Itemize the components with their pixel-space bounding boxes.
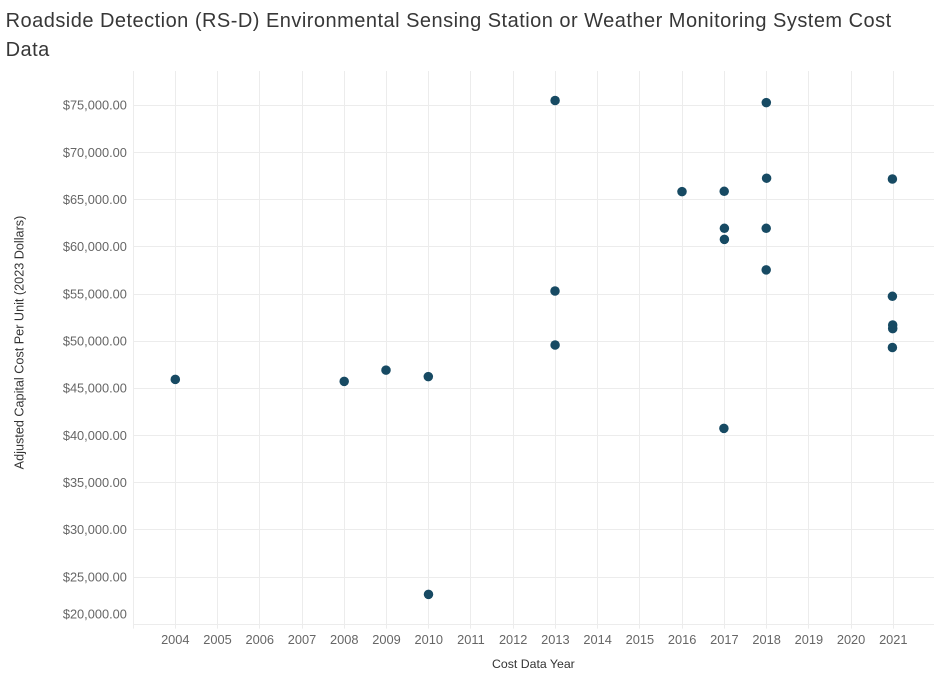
svg-text:2011: 2011: [457, 632, 485, 647]
svg-text:2021: 2021: [879, 632, 907, 647]
svg-text:2005: 2005: [203, 632, 231, 647]
svg-text:2017: 2017: [710, 632, 738, 647]
svg-text:$30,000.00: $30,000.00: [63, 522, 127, 537]
svg-text:2020: 2020: [837, 632, 865, 647]
svg-text:$70,000.00: $70,000.00: [63, 145, 127, 160]
svg-text:$75,000.00: $75,000.00: [63, 98, 127, 113]
svg-text:Cost Data Year: Cost Data Year: [492, 657, 575, 671]
svg-text:2012: 2012: [499, 632, 527, 647]
svg-text:$45,000.00: $45,000.00: [63, 381, 127, 396]
svg-text:2016: 2016: [668, 632, 696, 647]
svg-text:$20,000.00: $20,000.00: [63, 607, 127, 622]
svg-text:$40,000.00: $40,000.00: [63, 428, 127, 443]
svg-text:2019: 2019: [795, 632, 823, 647]
svg-text:$25,000.00: $25,000.00: [63, 569, 127, 584]
svg-text:$60,000.00: $60,000.00: [63, 239, 127, 254]
svg-text:2004: 2004: [161, 632, 189, 647]
svg-text:2009: 2009: [372, 632, 400, 647]
svg-text:Adjusted Capital Cost Per Unit: Adjusted Capital Cost Per Unit (2023 Dol…: [13, 216, 27, 470]
svg-text:2018: 2018: [752, 632, 780, 647]
svg-text:2014: 2014: [583, 632, 611, 647]
svg-text:2013: 2013: [541, 632, 569, 647]
svg-text:$55,000.00: $55,000.00: [63, 286, 127, 301]
svg-text:$35,000.00: $35,000.00: [63, 475, 127, 490]
svg-text:2006: 2006: [246, 632, 274, 647]
svg-text:2007: 2007: [288, 632, 316, 647]
svg-text:2015: 2015: [626, 632, 654, 647]
svg-text:2008: 2008: [330, 632, 358, 647]
svg-text:2010: 2010: [414, 632, 442, 647]
svg-text:$65,000.00: $65,000.00: [63, 192, 127, 207]
svg-text:$50,000.00: $50,000.00: [63, 334, 127, 349]
